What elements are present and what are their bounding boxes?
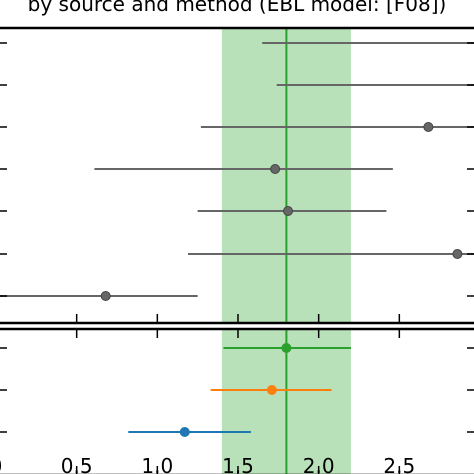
panel-frame	[0, 26, 474, 325]
data-point	[266, 385, 277, 395]
x-tick-label: 1.5	[222, 454, 254, 474]
data-point	[270, 164, 281, 174]
chart-title: by source and method (EBL model: [F08])	[28, 0, 447, 16]
x-tick-label: 1.0	[141, 454, 173, 474]
x-tick-label: 0.5	[61, 454, 93, 474]
data-point	[179, 427, 190, 437]
data-point	[452, 249, 463, 259]
x-tick-label: 2.5	[383, 454, 415, 474]
data-point	[423, 122, 434, 132]
x-tick-label: 0	[0, 454, 2, 474]
data-point	[100, 291, 111, 301]
x-tick-label: 2.0	[303, 454, 335, 474]
data-point	[281, 343, 292, 353]
panel-frame	[0, 327, 474, 474]
data-point	[283, 206, 294, 216]
